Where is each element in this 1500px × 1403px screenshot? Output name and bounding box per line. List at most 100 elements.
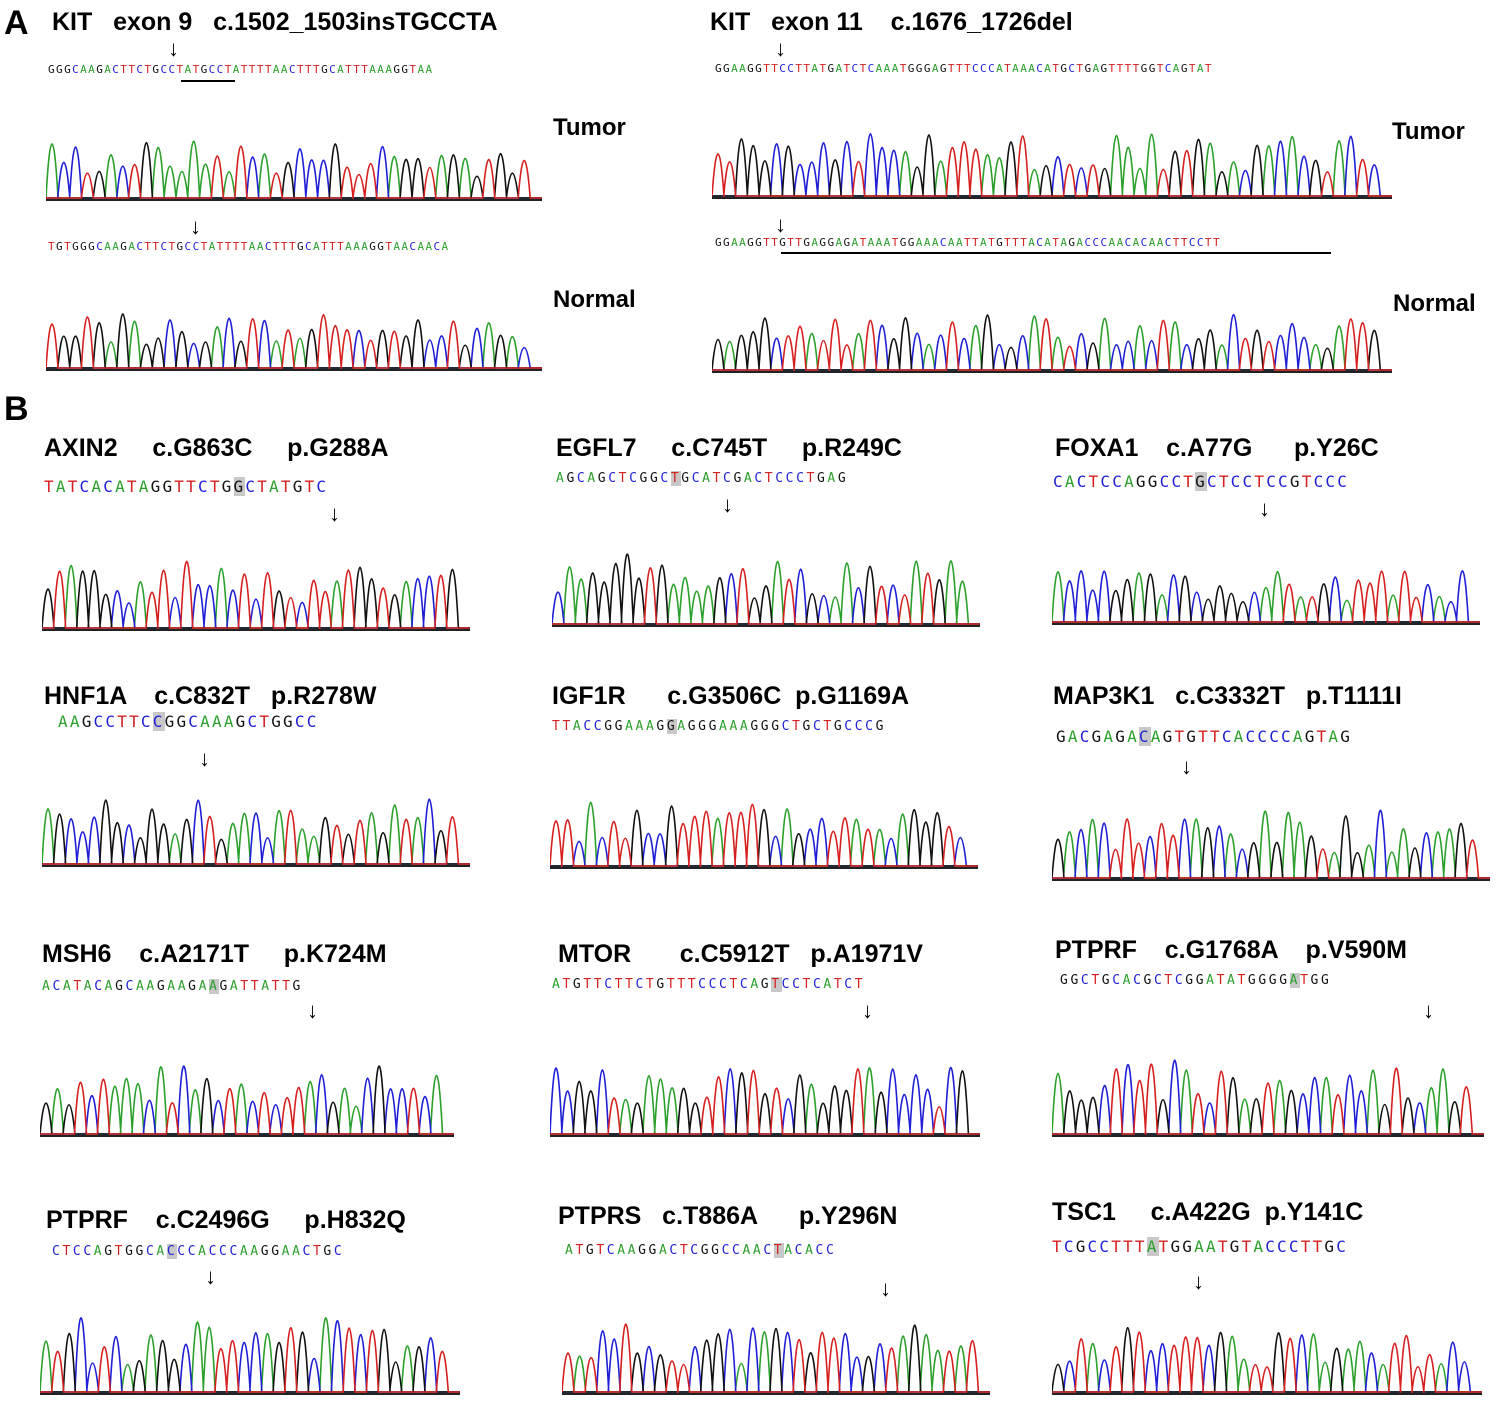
igf1r-sequence: TTACCGGAAAGGAGGGAAAGGGCTGCTGCCCG	[552, 719, 886, 734]
trace-line	[42, 798, 470, 865]
tsc1-chromatogram	[1052, 1268, 1482, 1396]
trace-line	[46, 145, 542, 199]
kit-exon11-tumor-chromatogram	[712, 76, 1392, 200]
tumor-label: Tumor	[1392, 118, 1465, 145]
ptprs-title: PTPRS c.T886A p.Y296N	[558, 1202, 898, 1230]
tumor-label: Tumor	[553, 114, 626, 141]
trace-line	[1052, 1063, 1484, 1135]
normal-label: Normal	[1393, 290, 1476, 317]
egfl7-chromatogram	[552, 490, 980, 628]
ptprf-v590m-sequence: GGCTGCACGCTCGGATATGGGGATGG	[1060, 973, 1332, 988]
trace-line	[40, 1328, 460, 1393]
trace-line	[712, 134, 1392, 197]
mutation-arrow-icon: ↓	[1259, 496, 1270, 521]
axin2-chromatogram	[42, 500, 470, 632]
mutation-arrow-icon: ↓	[199, 746, 210, 771]
trace-line	[1052, 1059, 1484, 1135]
trace-line	[1052, 1077, 1484, 1135]
trace-line	[550, 803, 978, 867]
kit-exon9-tumor-chromatogram	[46, 86, 542, 202]
kit-exon11-title: KIT exon 11 c.1676_1726del	[710, 8, 1073, 36]
trace-line	[42, 809, 470, 865]
trace-line	[1052, 1331, 1482, 1393]
foxa1-sequence: CACTCCAGGCCTGCTCCTCCGTCCC	[1053, 472, 1350, 491]
trace-line	[40, 1065, 454, 1135]
tsc1-sequence: TCGCCTTTATGGAATGTACCCTTGC	[1052, 1237, 1349, 1256]
mutation-arrow-icon: ↓	[307, 998, 318, 1023]
kit-exon9-title: KIT exon 9 c.1502_1503insTGCCTA	[52, 8, 498, 36]
ptprf-h832q-title: PTPRF c.C2496G p.H832Q	[46, 1206, 406, 1234]
axin2-title: AXIN2 c.G863C p.G288A	[44, 434, 389, 462]
kit-exon11-normal-sequence: GGAAGGTTGTTGAGGAGATAAATGGAAACAATTATGTTTA…	[715, 236, 1221, 249]
kit-exon9-normal-chromatogram	[46, 262, 542, 372]
trace-line	[550, 1070, 980, 1135]
kit-exon9-normal-sequence: TGTGGGCAAGACTTCTGCCTATTTTAACTTTGCATTTAAA…	[48, 240, 450, 253]
mtor-title: MTOR c.C5912T p.A1971V	[558, 940, 923, 968]
insertion-underline	[181, 80, 235, 82]
trace-line	[552, 568, 980, 625]
trace-line	[712, 132, 1392, 197]
trace-line	[46, 314, 542, 369]
trace-line	[1052, 1326, 1482, 1393]
trace-line	[550, 817, 978, 867]
kit-exon11-tumor-sequence: GGAAGGTTCCTTATGATCTCAAATGGGAGTTTCCCATAAA…	[715, 62, 1213, 75]
mutation-arrow-icon: ↓	[329, 501, 340, 526]
igf1r-title: IGF1R c.G3506C p.G1169A	[552, 682, 910, 710]
mutation-arrow-icon: ↓	[1423, 998, 1434, 1023]
mtor-chromatogram	[550, 1000, 980, 1138]
trace-line	[1052, 570, 1480, 623]
trace-line	[40, 1317, 460, 1393]
mutation-arrow-icon: ↓	[1181, 754, 1192, 779]
kit-exon9-tumor-sequence: GGGCAAGACTTCTGCCTATGCCTATTTTAACTTTGCATTT…	[48, 63, 434, 76]
panel-b-letter: B	[4, 390, 29, 428]
trace-line	[1052, 1333, 1482, 1393]
mutation-arrow-icon: ↓	[862, 998, 873, 1023]
panel-a-letter: A	[4, 4, 29, 42]
trace-line	[46, 320, 542, 369]
trace-line	[46, 313, 542, 369]
trace-line	[550, 1068, 980, 1135]
foxa1-title: FOXA1 c.A77G p.Y26C	[1055, 434, 1379, 462]
trace-line	[1052, 818, 1490, 879]
trace-line	[562, 1331, 990, 1393]
trace-line	[46, 317, 542, 369]
trace-line	[550, 801, 978, 867]
trace-line	[550, 805, 978, 867]
kit-exon11-normal-chromatogram	[712, 262, 1392, 374]
axin2-sequence: TATCACATAGGTTCTGGCTATGTC	[44, 477, 329, 496]
msh6-sequence: ACATACAGCAAGAAGAAGATTATTG	[42, 979, 303, 994]
trace-line	[550, 1067, 980, 1135]
trace-line	[712, 318, 1392, 371]
trace-line	[1052, 1068, 1484, 1135]
hnf1a-title: HNF1A c.C832T p.R278W	[44, 682, 377, 710]
map3k1-sequence: GACGAGACAGTGTTCACCCCAGTAG	[1056, 727, 1353, 746]
mutation-arrow-icon: ↓	[880, 1276, 891, 1301]
trace-line	[1052, 570, 1480, 623]
trace-line	[42, 566, 470, 629]
ptprf-v590m-chromatogram	[1052, 992, 1484, 1138]
trace-line	[552, 560, 980, 625]
igf1r-chromatogram	[550, 742, 978, 870]
trace-line	[712, 314, 1392, 371]
egfl7-title: EGFL7 c.C745T p.R249C	[556, 434, 902, 462]
trace-line	[1052, 573, 1480, 623]
mutation-arrow-icon: ↓	[722, 492, 733, 517]
map3k1-chromatogram	[1052, 748, 1490, 882]
trace-line	[1052, 815, 1490, 879]
trace-line	[42, 564, 470, 629]
ptprf-h832q-chromatogram	[40, 1250, 460, 1396]
trace-line	[550, 1066, 980, 1135]
mtor-sequence: ATGTTCTTCTGTTTCCCTCAGTCCTCATCT	[552, 977, 866, 992]
tsc1-title: TSC1 c.A422G p.Y141C	[1052, 1198, 1364, 1226]
position-arrow-icon: ↓	[190, 214, 201, 239]
trace-line	[40, 1078, 454, 1135]
trace-line	[712, 315, 1392, 371]
trace-line	[46, 142, 542, 199]
hnf1a-chromatogram	[42, 736, 470, 868]
mutation-arrow-icon: ↓	[775, 36, 786, 61]
trace-line	[552, 567, 980, 625]
trace-line	[42, 560, 470, 629]
trace-line	[1052, 570, 1480, 623]
normal-label: Normal	[553, 286, 636, 313]
